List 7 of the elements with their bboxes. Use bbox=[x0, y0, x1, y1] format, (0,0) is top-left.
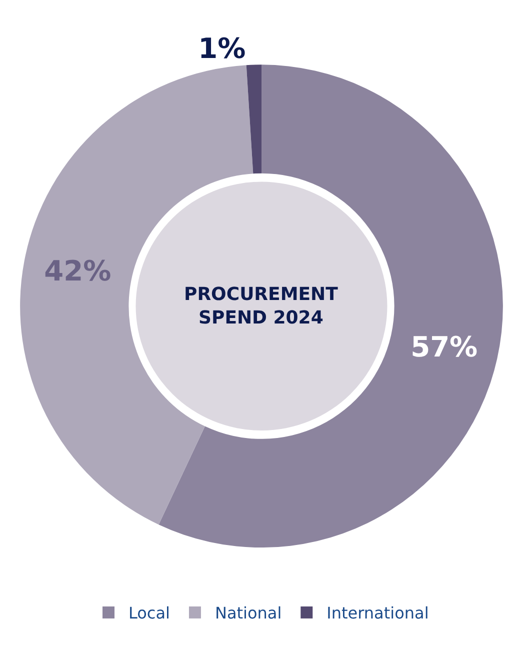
data-label: 42% bbox=[44, 254, 112, 288]
data-label: 57% bbox=[410, 330, 478, 364]
legend-label: Local bbox=[128, 604, 170, 623]
legend-label: National bbox=[214, 604, 282, 623]
legend-label: International bbox=[326, 604, 429, 623]
data-label: 1% bbox=[198, 32, 246, 65]
text: PROCUREMENT SPEND 2024 bbox=[184, 284, 339, 328]
